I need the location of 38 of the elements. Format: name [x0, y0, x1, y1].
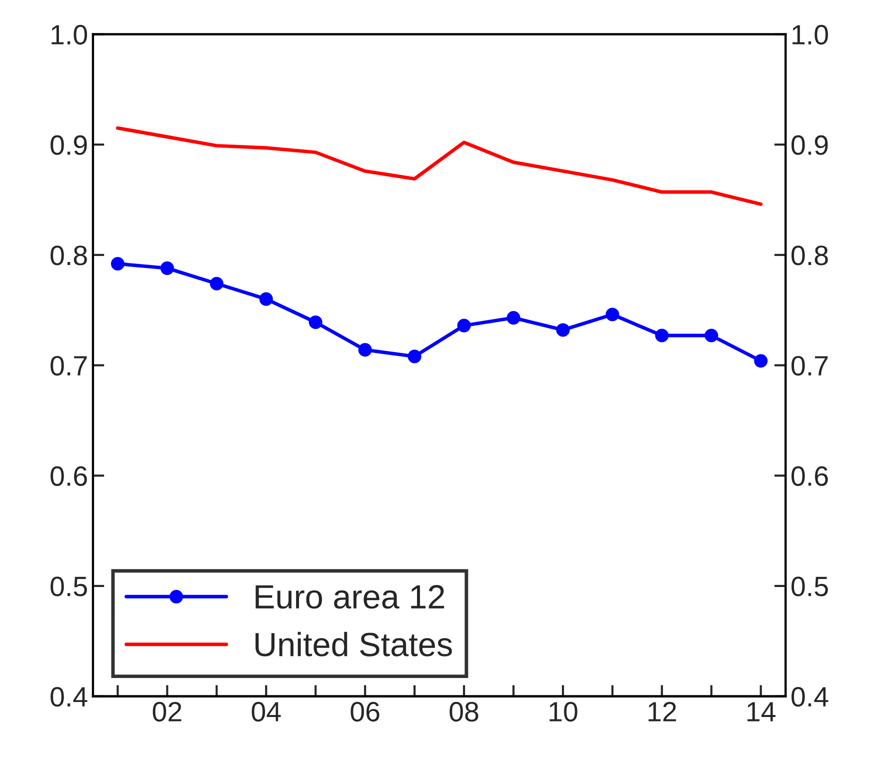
point — [358, 343, 372, 357]
y-tick-label: 0.4 — [50, 686, 88, 707]
y-tick-label: 0.7 — [50, 356, 87, 376]
x-tick-label: 04 — [252, 702, 281, 722]
x-tick-label: 10 — [550, 702, 578, 722]
x-tick-label: 06 — [350, 702, 380, 722]
y2-tick-label: 0.9 — [792, 135, 828, 155]
y-tick-label: 1.0 — [52, 24, 88, 45]
point — [606, 308, 620, 322]
y2-tick-label: 0.6 — [792, 466, 828, 486]
point — [308, 315, 322, 330]
line-series — [116, 126, 763, 206]
legend-label: United States — [256, 632, 452, 656]
point — [704, 328, 718, 342]
y-tick-label: 0.5 — [50, 576, 87, 596]
y2-tick-label: 0.4 — [792, 686, 828, 707]
y-tick-label: 0.8 — [50, 246, 87, 266]
point — [457, 318, 471, 332]
y-tick-label: 0.6 — [50, 466, 87, 486]
y-tick-label: 0.9 — [50, 135, 87, 155]
point — [110, 256, 124, 271]
y2-tick-label: 0.8 — [792, 246, 828, 266]
x-tick-label: 02 — [152, 702, 182, 722]
y2-tick-label: 1.0 — [792, 24, 828, 45]
x-tick-label: 14 — [748, 702, 776, 722]
point — [556, 323, 570, 337]
point — [259, 292, 273, 306]
point — [655, 328, 669, 342]
point — [210, 276, 224, 290]
point — [754, 354, 768, 368]
point — [408, 350, 422, 364]
point — [160, 261, 174, 275]
legend-label: Euro area 12 — [256, 585, 444, 609]
x-tick-label: 08 — [450, 702, 478, 722]
y2-tick-label: 0.5 — [792, 576, 828, 596]
point — [506, 311, 520, 325]
y2-tick-label: 0.7 — [792, 356, 828, 376]
x-tick-label: 12 — [648, 702, 676, 722]
